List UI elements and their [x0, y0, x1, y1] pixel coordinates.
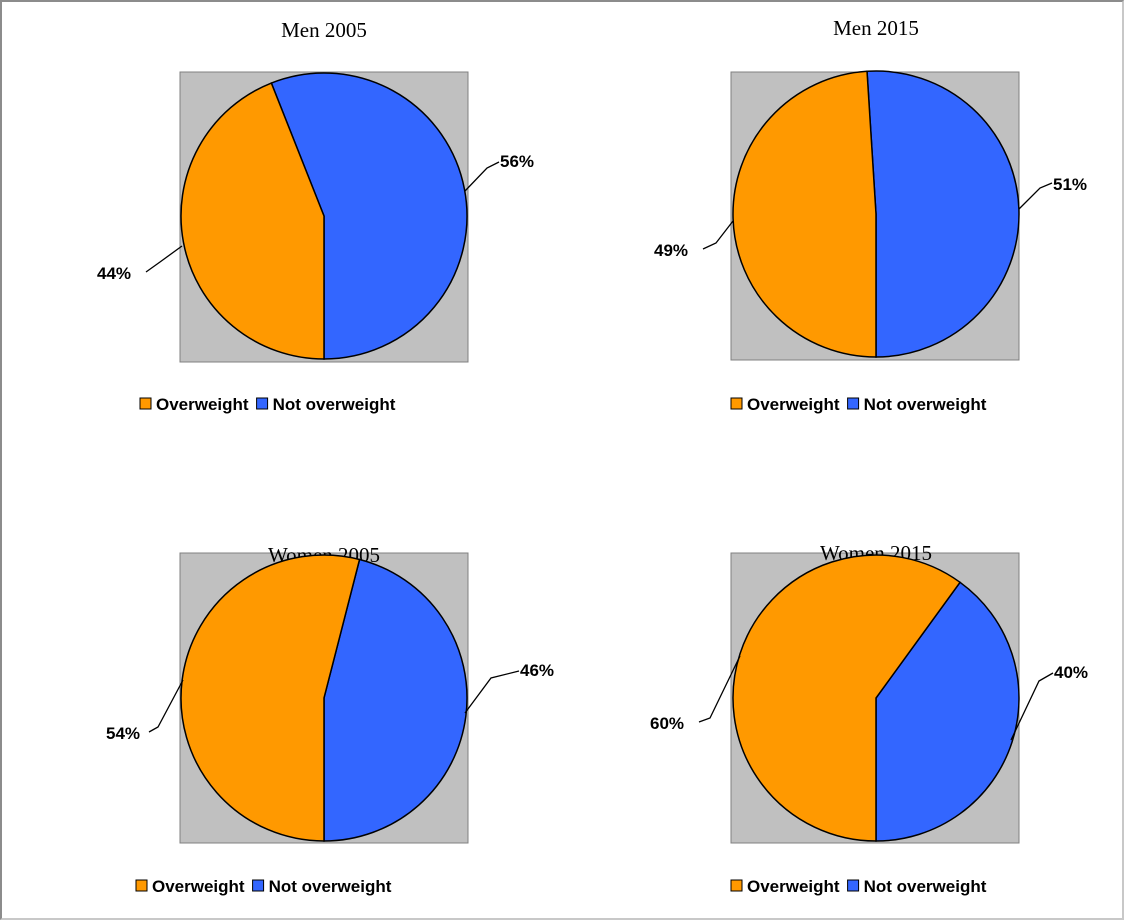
legend-swatch-not-overweight	[847, 397, 860, 410]
legend-label-overweight: Overweight	[747, 877, 840, 896]
legend: Overweight Not overweight	[139, 395, 396, 414]
legend-label-not-overweight: Not overweight	[864, 877, 987, 896]
legend-label-overweight: Overweight	[747, 395, 840, 414]
pie-chart-1: Men 2005 44% 56% Overweight Not overweight	[97, 18, 534, 414]
leader-line-not-overweight	[1018, 182, 1053, 210]
pie-slice-overweight	[180, 82, 325, 360]
legend-swatch-overweight	[730, 879, 743, 892]
legend: Overweight Not overweight	[135, 877, 392, 896]
data-label-not-overweight: 46%	[520, 661, 554, 680]
data-label-not-overweight: 51%	[1053, 175, 1087, 194]
legend: Overweight Not overweight	[730, 877, 987, 896]
leader-line-not-overweight	[464, 161, 500, 192]
pie-slice-overweight	[732, 70, 877, 358]
leader-line-overweight	[148, 679, 184, 733]
pie-slice-not-overweight	[270, 72, 468, 360]
leader-line-not-overweight	[464, 670, 520, 714]
leader-line-overweight	[702, 220, 734, 250]
legend-label-not-overweight: Not overweight	[273, 395, 396, 414]
legend-label-not-overweight: Not overweight	[269, 877, 392, 896]
pie-slice-not-overweight	[866, 70, 1020, 358]
legend-swatch-not-overweight	[256, 397, 269, 410]
data-label-overweight: 44%	[97, 264, 131, 283]
leader-line-overweight	[145, 245, 183, 273]
pie-slice-not-overweight	[323, 558, 468, 842]
data-label-not-overweight: 40%	[1054, 663, 1088, 682]
chart-title: Men 2005	[281, 18, 367, 42]
legend-swatch-overweight	[730, 397, 743, 410]
data-label-overweight: 49%	[654, 241, 688, 260]
data-label-overweight: 60%	[650, 714, 684, 733]
pie-slice-not-overweight	[875, 581, 1020, 842]
legend-swatch-not-overweight	[847, 879, 860, 892]
pie-slice-overweight	[732, 554, 962, 842]
legend: Overweight Not overweight	[730, 395, 987, 414]
legend-label-overweight: Overweight	[152, 877, 245, 896]
leader-line-overweight	[698, 655, 741, 723]
legend-swatch-not-overweight	[252, 879, 265, 892]
legend-swatch-overweight	[135, 879, 148, 892]
data-label-overweight: 54%	[106, 724, 140, 743]
pie-slice-overweight	[180, 554, 361, 842]
legend-label-overweight: Overweight	[156, 395, 249, 414]
chart-title: Men 2015	[833, 16, 919, 40]
leader-line-not-overweight	[1010, 672, 1054, 741]
data-label-not-overweight: 56%	[500, 152, 534, 171]
pie-chart-2: Men 2015 49% 51% Overweight Not overweight	[654, 16, 1087, 414]
legend-swatch-overweight	[139, 397, 152, 410]
legend-label-not-overweight: Not overweight	[864, 395, 987, 414]
